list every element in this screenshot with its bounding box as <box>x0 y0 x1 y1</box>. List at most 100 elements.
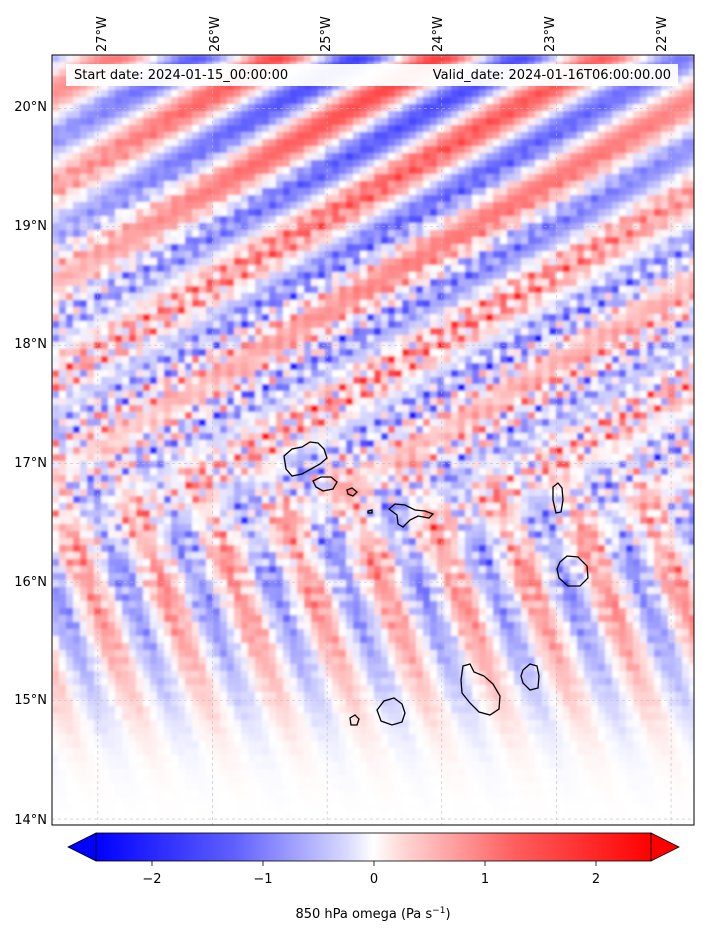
omega-cell <box>584 237 592 245</box>
omega-cell <box>556 384 564 392</box>
omega-cell <box>689 272 694 280</box>
omega-cell <box>591 335 599 343</box>
omega-cell <box>668 356 676 364</box>
omega-cell <box>563 405 571 413</box>
omega-cell <box>689 244 694 252</box>
omega-cell <box>80 433 88 441</box>
omega-cell <box>682 69 690 77</box>
omega-cell <box>626 405 634 413</box>
omega-cell <box>423 167 431 175</box>
omega-cell <box>689 132 694 140</box>
omega-cell <box>360 412 368 420</box>
omega-cell <box>360 160 368 168</box>
omega-cell <box>409 349 417 357</box>
omega-cell <box>255 111 263 119</box>
omega-cell <box>199 258 207 266</box>
omega-cell <box>143 90 151 98</box>
omega-cell <box>73 118 81 126</box>
omega-cell <box>94 153 102 161</box>
omega-cell <box>66 55 74 63</box>
omega-cell <box>668 377 676 385</box>
omega-cell <box>178 125 186 133</box>
omega-cell <box>87 111 95 119</box>
omega-cell <box>150 265 158 273</box>
omega-cell <box>654 349 662 357</box>
omega-cell <box>325 384 333 392</box>
omega-cell <box>409 146 417 154</box>
omega-cell <box>122 293 130 301</box>
omega-cell <box>304 216 312 224</box>
omega-cell <box>339 97 347 105</box>
omega-cell <box>535 300 543 308</box>
omega-cell <box>472 314 480 322</box>
omega-cell <box>514 272 522 280</box>
omega-cell <box>528 300 536 308</box>
omega-cell <box>500 279 508 287</box>
omega-cell <box>591 300 599 308</box>
omega-cell <box>598 321 606 329</box>
omega-cell <box>227 216 235 224</box>
omega-cell <box>157 279 165 287</box>
omega-cell <box>248 104 256 112</box>
omega-cell <box>423 181 431 189</box>
omega-cell <box>136 398 144 406</box>
omega-cell <box>563 237 571 245</box>
omega-cell <box>248 363 256 371</box>
omega-cell <box>507 419 515 427</box>
omega-cell <box>143 230 151 238</box>
omega-cell <box>290 209 298 217</box>
omega-cell <box>360 286 368 294</box>
omega-cell <box>493 237 501 245</box>
omega-cell <box>500 146 508 154</box>
omega-cell <box>416 391 424 399</box>
omega-cell <box>66 251 74 259</box>
omega-cell <box>59 125 67 133</box>
omega-cell <box>661 272 669 280</box>
omega-cell <box>640 377 648 385</box>
omega-cell <box>465 188 473 196</box>
omega-cell <box>241 433 249 441</box>
omega-cell <box>304 244 312 252</box>
omega-cell <box>661 55 669 63</box>
omega-cell <box>416 265 424 273</box>
omega-cell <box>486 244 494 252</box>
omega-cell <box>514 195 522 203</box>
omega-cell <box>297 286 305 294</box>
omega-cell <box>619 139 627 147</box>
omega-cell <box>59 405 67 413</box>
omega-cell <box>514 90 522 98</box>
omega-cell <box>556 160 564 168</box>
omega-cell <box>192 300 200 308</box>
omega-cell <box>640 153 648 161</box>
omega-cell <box>157 433 165 441</box>
omega-cell <box>612 405 620 413</box>
omega-cell <box>367 237 375 245</box>
omega-cell <box>521 104 529 112</box>
omega-cell <box>458 265 466 273</box>
omega-cell <box>591 125 599 133</box>
omega-cell <box>486 398 494 406</box>
omega-cell <box>528 272 536 280</box>
omega-cell <box>192 125 200 133</box>
omega-cell <box>325 153 333 161</box>
omega-cell <box>409 202 417 210</box>
omega-cell <box>605 391 613 399</box>
omega-cell <box>353 251 361 259</box>
omega-cell <box>101 405 109 413</box>
omega-cell <box>52 97 60 105</box>
omega-cell <box>150 83 158 91</box>
omega-cell <box>675 230 683 238</box>
omega-cell <box>563 209 571 217</box>
omega-cell <box>647 419 655 427</box>
omega-cell <box>549 111 557 119</box>
omega-cell <box>66 272 74 280</box>
omega-cell <box>171 104 179 112</box>
omega-cell <box>199 216 207 224</box>
omega-cell <box>437 349 445 357</box>
omega-cell <box>500 97 508 105</box>
omega-cell <box>213 328 221 336</box>
omega-cell <box>192 139 200 147</box>
omega-cell <box>633 132 641 140</box>
omega-cell <box>115 258 123 266</box>
omega-cell <box>549 405 557 413</box>
